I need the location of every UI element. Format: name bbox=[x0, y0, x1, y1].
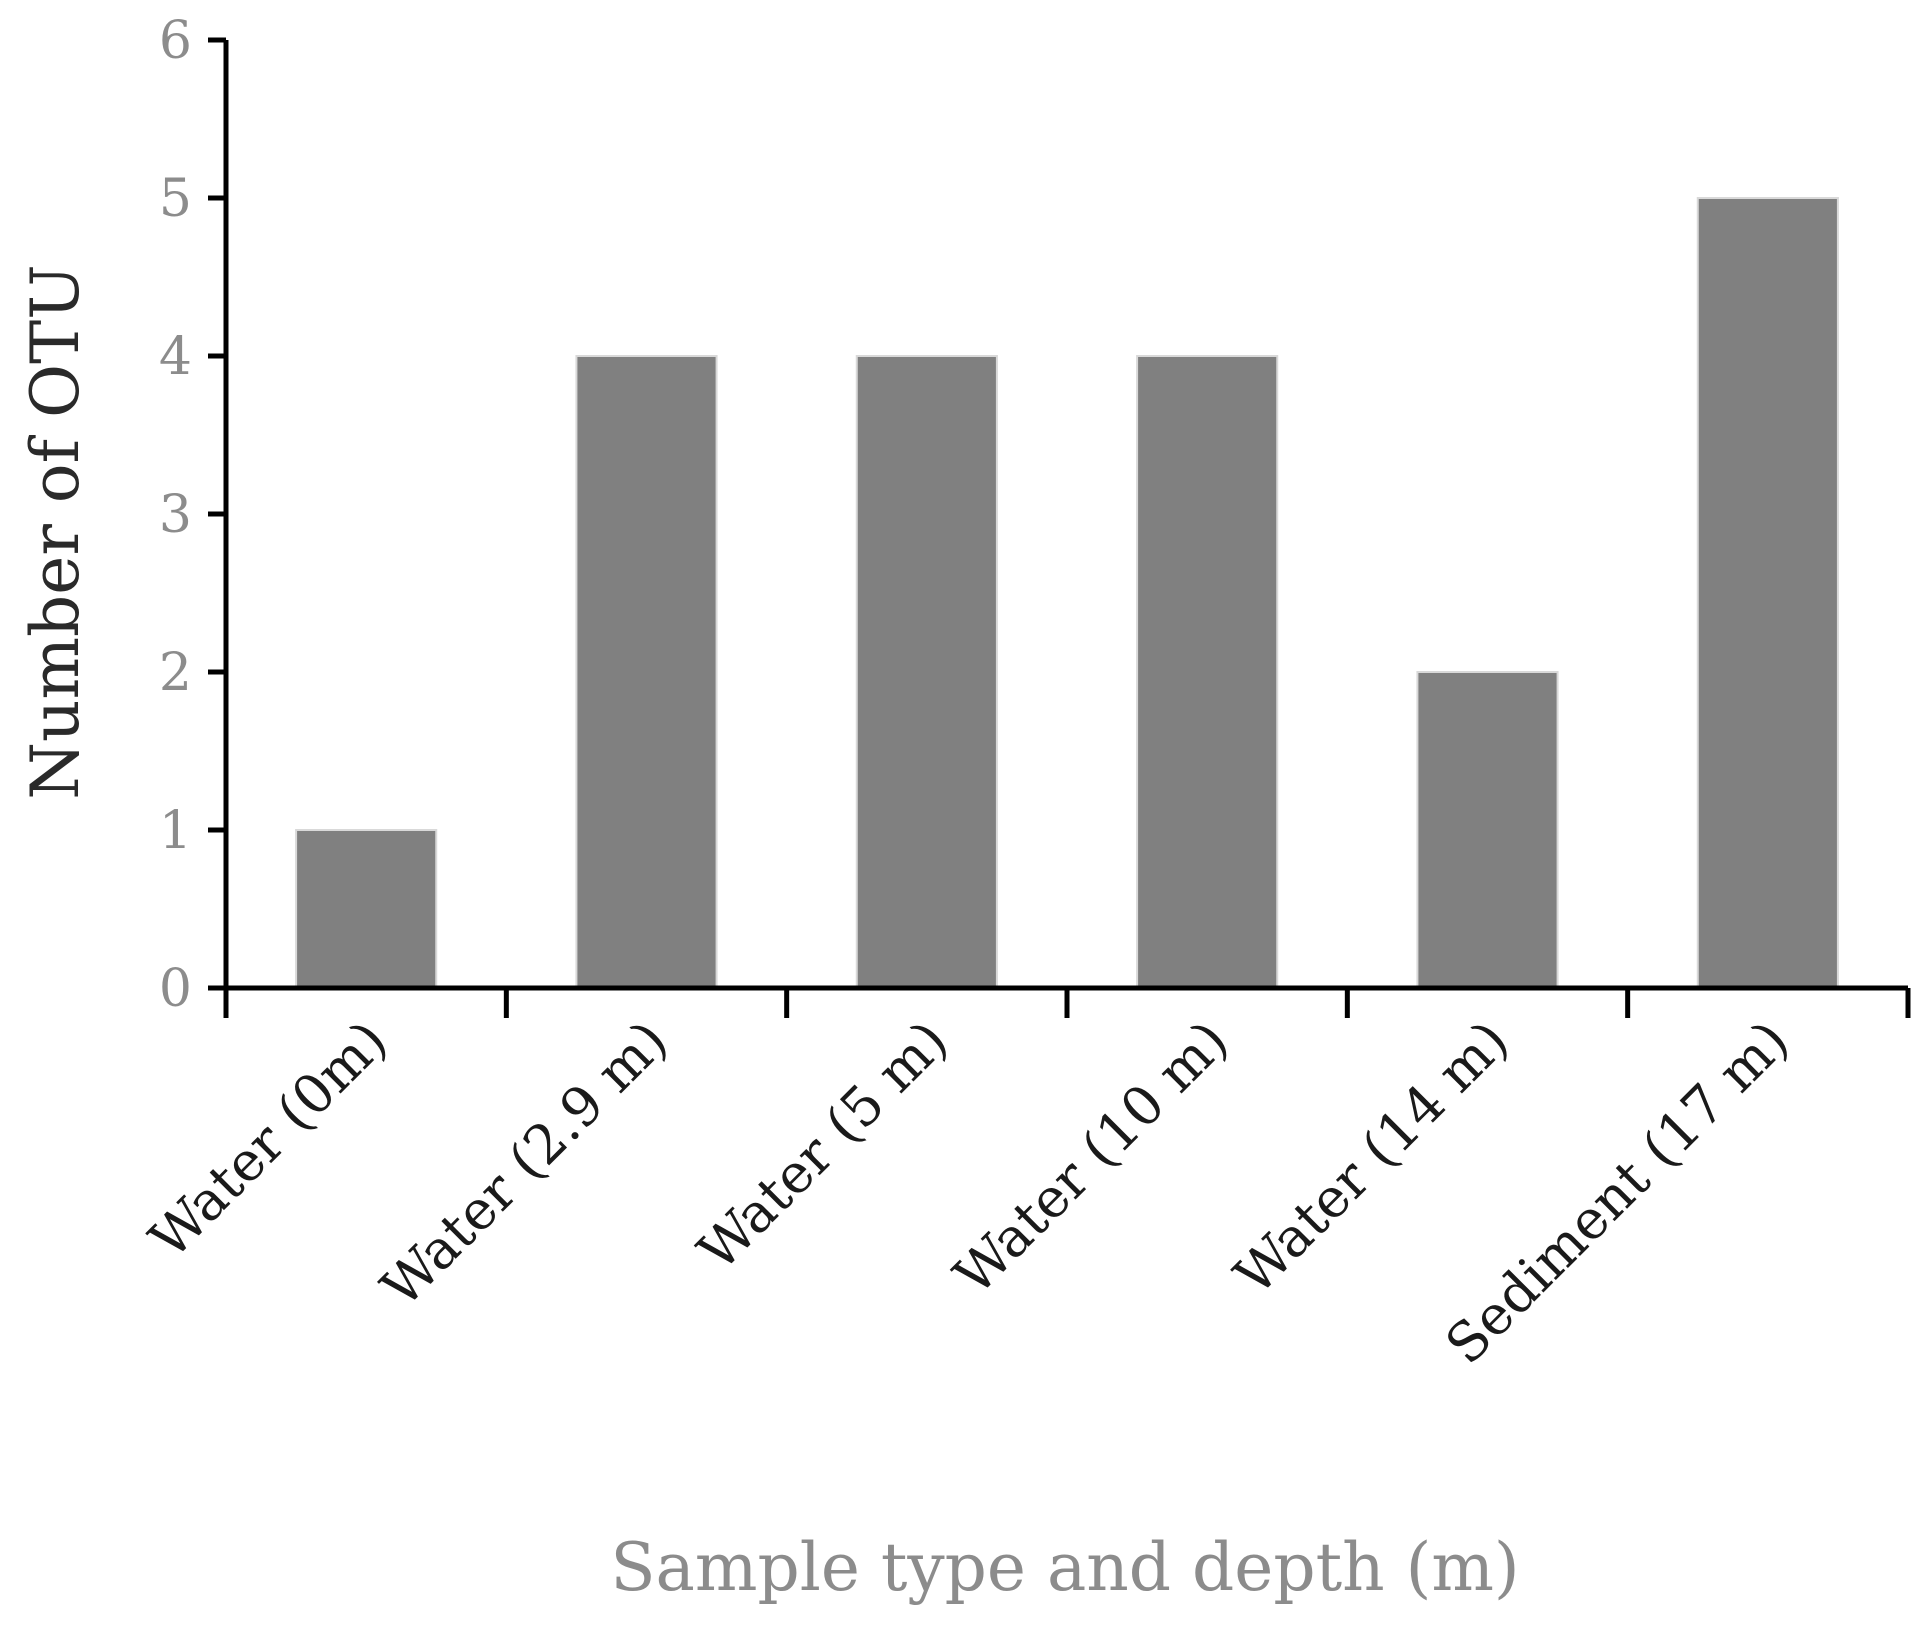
y-tick-label-2: 2 bbox=[159, 643, 192, 703]
x-axis-ticks bbox=[223, 988, 1911, 1018]
y-tick-label-3: 3 bbox=[159, 485, 192, 545]
x-category-label-4: Water (14 m) bbox=[1222, 1009, 1520, 1307]
x-category-label-1: Water (2.9 m) bbox=[369, 1009, 679, 1319]
y-tick-label-4: 4 bbox=[159, 327, 192, 387]
bars-group bbox=[295, 197, 1839, 989]
y-tick-label-1: 1 bbox=[159, 801, 192, 861]
bar-4 bbox=[1416, 671, 1559, 989]
bar-0 bbox=[295, 829, 438, 989]
y-tick-label-5: 5 bbox=[159, 169, 192, 229]
bar-3 bbox=[1136, 355, 1279, 989]
bar-1 bbox=[575, 355, 718, 989]
x-axis-title: Sample type and depth (m) bbox=[610, 1529, 1519, 1606]
y-axis-ticks: 0 1 2 3 4 5 6 bbox=[159, 11, 226, 1019]
x-axis-category-labels: Water (0m)Water (2.9 m) Water (5 m)Water … bbox=[137, 1009, 1801, 1377]
y-tick-label-0: 0 bbox=[159, 959, 192, 1019]
x-category-label-3: Water (10 m) bbox=[942, 1009, 1240, 1307]
x-category-label-0: Water (0m) bbox=[137, 1009, 399, 1271]
y-tick-label-6: 6 bbox=[159, 11, 192, 71]
bar-2 bbox=[855, 355, 998, 989]
y-axis-title: Number of OTU bbox=[17, 264, 94, 800]
x-category-label-2: Water (5 m) bbox=[686, 1009, 960, 1283]
bar-5 bbox=[1696, 197, 1839, 989]
